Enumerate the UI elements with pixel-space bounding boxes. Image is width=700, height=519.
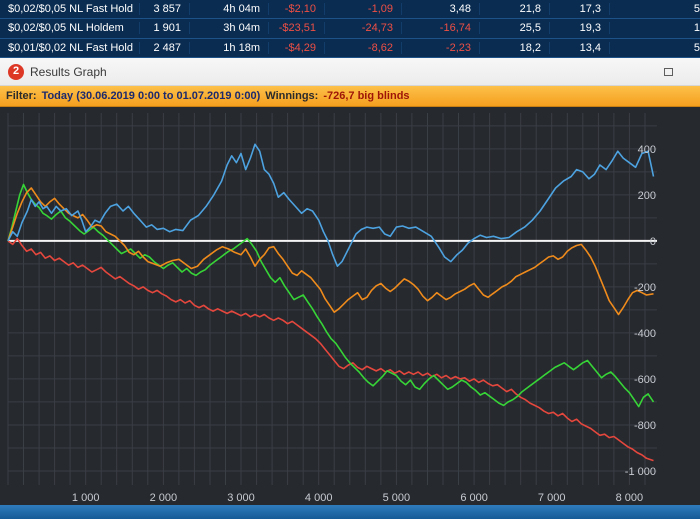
chart-svg: 400 200 0 -200 -400 -600 -800 -1 000 1 000 2 000 3…	[7, 113, 657, 504]
x-axis-tick-label: 4 000	[305, 492, 333, 504]
vpip-cell: 21,8	[480, 3, 550, 16]
bottom-blue-bar	[0, 505, 700, 519]
ev-bb100-cell: -2,23	[402, 41, 480, 54]
series-orange	[7, 187, 654, 316]
bb100-cell: -8,62	[325, 41, 402, 54]
x-axis-tick-label: 3 000	[227, 492, 255, 504]
hands-cell: 2 487	[140, 41, 190, 54]
x-axis-tick-label: 2 000	[150, 492, 178, 504]
time-cell: 3h 04m	[190, 22, 269, 35]
maximize-icon	[663, 67, 673, 76]
ev-bb100-cell: 3,48	[402, 3, 480, 16]
y-axis-tick-label: -400	[634, 328, 656, 340]
bb100-cell: -1,09	[325, 3, 402, 16]
y-axis-tick-label: -200	[634, 282, 656, 294]
x-axis-tick-label: 5 000	[383, 492, 411, 504]
window-title: Results Graph	[30, 64, 107, 79]
x-axis-tick-label: 8 000	[616, 492, 644, 504]
pfr-cell: 19,3	[550, 22, 610, 35]
hand2note-app-icon: 2	[8, 63, 24, 80]
winnings-value: -726,7 big blinds	[323, 90, 410, 102]
vpip-cell: 18,2	[480, 41, 550, 54]
vpip-cell: 25,5	[480, 22, 550, 35]
window-controls	[658, 62, 700, 82]
stats-table: $0,02/$0,05 NL Fast Hold 3 857 4h 04m -$2,1…	[0, 0, 700, 58]
ev-bb100-cell: -16,74	[402, 22, 480, 35]
pfr-cell: 17,3	[550, 3, 610, 16]
maximize-button[interactable]	[658, 62, 678, 82]
y-axis-tick-label: -600	[634, 374, 656, 386]
edge-cell: 1	[693, 22, 700, 35]
won-usd-cell: -$2,10	[269, 3, 325, 16]
results-graph-chart: 400 200 0 -200 -400 -600 -800 -1 000 1 000 2 000 3…	[0, 107, 700, 505]
series-red	[7, 237, 654, 462]
y-axis-tick-label: 0	[650, 236, 656, 248]
stake-cell: $0,02/$0,05 NL Holdem	[0, 22, 140, 35]
series-green	[7, 183, 655, 408]
stake-cell: $0,02/$0,05 NL Fast Hold	[0, 3, 140, 16]
won-usd-cell: -$4,29	[269, 41, 325, 54]
table-row[interactable]: $0,02/$0,05 NL Holdem 1 901 3h 04m -$23,51-…	[0, 19, 700, 39]
filter-date-range: Today (30.06.2019 0:00 to 01.07.2019 0:0…	[41, 90, 261, 102]
filter-bar: Filter: Today (30.06.2019 0:00 to 01.07.…	[0, 86, 700, 107]
x-axis-tick-label: 6 000	[460, 492, 488, 504]
table-row[interactable]: $0,01/$0,02 NL Fast Hold 2 487 1h 18m -$4,2…	[0, 38, 700, 58]
results-graph-titlebar[interactable]: 2 Results Graph	[0, 58, 700, 86]
edge-cell: 5	[693, 3, 700, 16]
time-cell: 4h 04m	[190, 3, 269, 16]
time-cell: 1h 18m	[190, 41, 269, 54]
y-axis-tick-label: 200	[638, 190, 656, 202]
series-blue	[7, 143, 655, 267]
table-row[interactable]: $0,02/$0,05 NL Fast Hold 3 857 4h 04m -$2,1…	[0, 0, 700, 20]
hands-cell: 3 857	[140, 3, 190, 16]
stake-cell: $0,01/$0,02 NL Fast Hold	[0, 41, 140, 54]
bb100-cell: -24,73	[325, 22, 402, 35]
x-axis-tick-label: 7 000	[538, 492, 566, 504]
winnings-label: Winnings:	[265, 90, 319, 102]
won-usd-cell: -$23,51	[269, 22, 325, 35]
app-icon-text: 2	[12, 65, 20, 77]
y-axis-tick-label: -1 000	[625, 466, 656, 478]
edge-cell: 5	[693, 41, 700, 54]
y-axis-tick-label: 400	[638, 144, 656, 156]
y-axis-tick-label: -800	[634, 420, 656, 432]
x-axis-tick-label: 1 000	[72, 492, 100, 504]
hands-cell: 1 901	[140, 22, 190, 35]
pfr-cell: 13,4	[550, 41, 610, 54]
filter-label: Filter:	[6, 90, 37, 102]
